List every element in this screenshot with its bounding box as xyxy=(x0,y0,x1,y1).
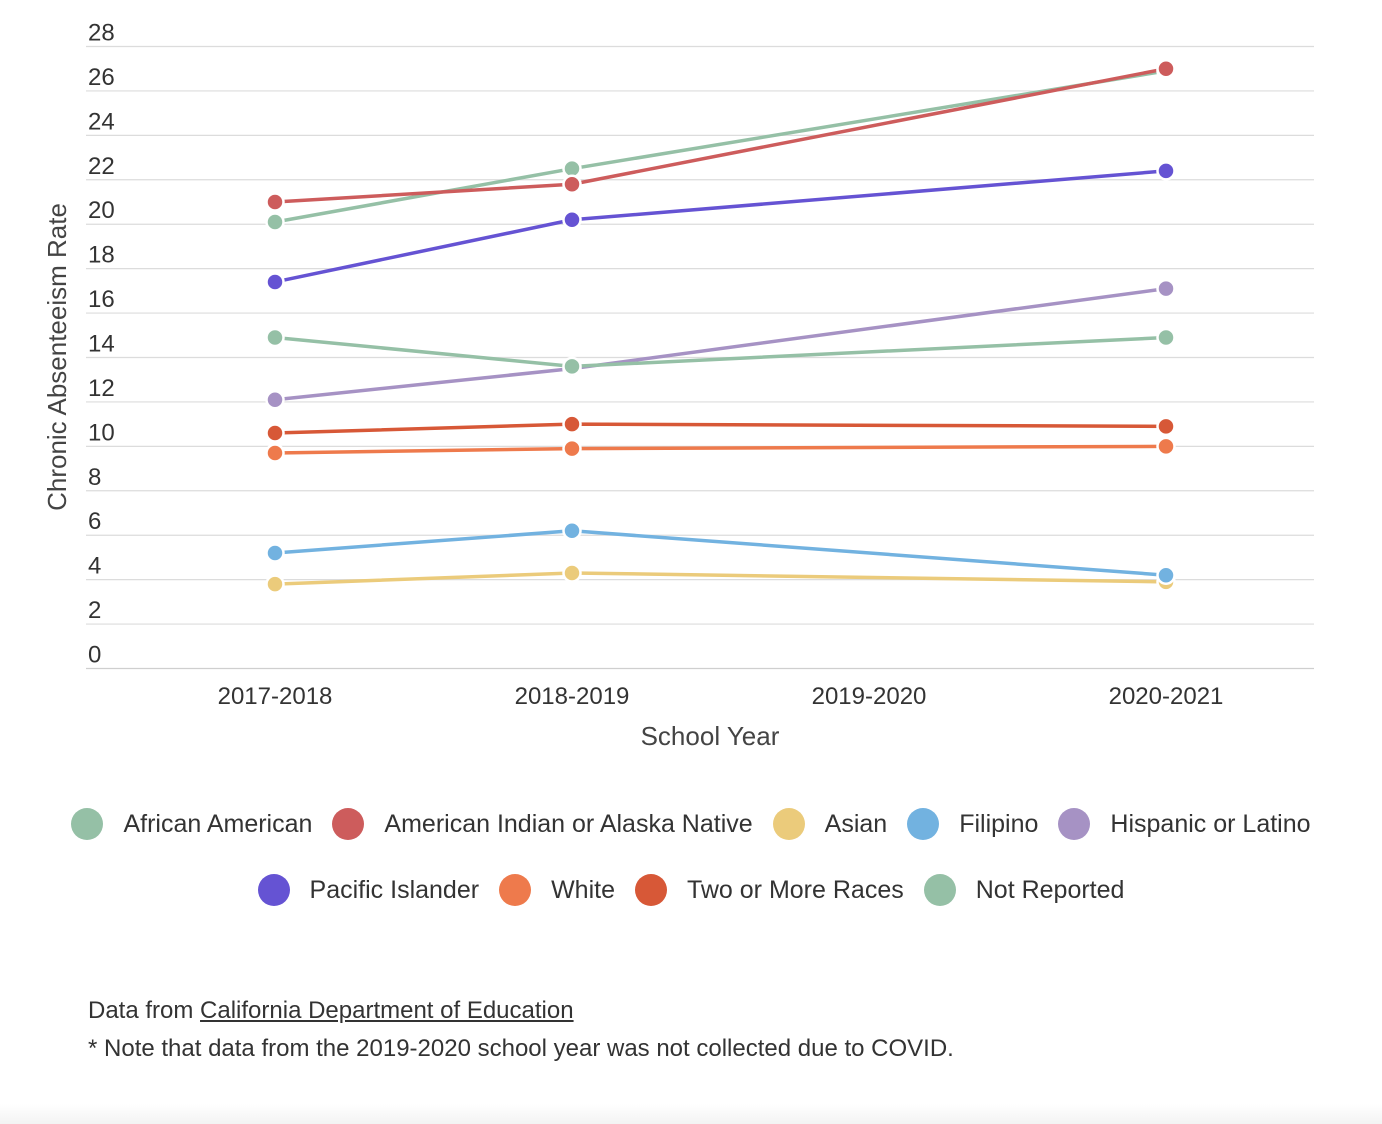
legend-label: Not Reported xyxy=(975,875,1125,904)
data-point-not-reported[interactable] xyxy=(1156,327,1176,348)
series-line-two-or-more-races xyxy=(274,422,1167,435)
y-tick-label: 0 xyxy=(88,642,101,669)
data-point-asian[interactable] xyxy=(265,574,285,594)
y-tick-label: 4 xyxy=(88,553,101,580)
legend-item-pacific-islander[interactable]: Pacific Islander xyxy=(257,874,480,906)
legend-item-african-american[interactable]: African American xyxy=(71,808,312,840)
series-points xyxy=(265,58,1176,594)
x-tick-label: 2019-2020 xyxy=(812,683,927,710)
legend-item-not-reported[interactable]: Not Reported xyxy=(923,874,1125,906)
y-tick-label: 12 xyxy=(88,375,115,402)
x-tick-label: 2017-2018 xyxy=(218,683,333,710)
data-point-american-indian-or-alaska-native[interactable] xyxy=(1156,58,1176,79)
legend-swatch-circle-icon xyxy=(923,874,956,906)
x-axis-ticks: 2017-2018 2018-2019 2019-2020 2020-2021 xyxy=(218,683,1224,710)
data-point-white[interactable] xyxy=(265,443,285,463)
data-point-pacific-islander[interactable] xyxy=(562,210,582,230)
x-tick-label: 2020-2021 xyxy=(1109,683,1224,710)
y-tick-label: 18 xyxy=(88,242,115,269)
x-tick-label: 2018-2019 xyxy=(515,683,630,710)
legend-row-2: Pacific Islander White Two or More Races… xyxy=(0,874,1382,906)
data-point-hispanic-or-latino[interactable] xyxy=(265,389,285,410)
source-link[interactable]: California Department of Education xyxy=(200,997,574,1024)
data-point-pacific-islander[interactable] xyxy=(265,272,285,292)
data-point-white[interactable] xyxy=(1156,436,1176,457)
series-line-asian xyxy=(274,571,1167,586)
data-point-white[interactable] xyxy=(562,438,582,459)
data-point-asian[interactable] xyxy=(562,563,582,583)
legend-swatch-circle-icon xyxy=(772,808,805,840)
legend-swatch-circle-icon xyxy=(71,808,104,840)
legend-label: Two or More Races xyxy=(686,875,904,904)
data-point-two-or-more-races[interactable] xyxy=(1156,416,1176,437)
legend-label: Filipino xyxy=(959,809,1039,838)
legend-label: Asian xyxy=(824,809,888,838)
legend-item-hispanic-or-latino[interactable]: Hispanic or Latino xyxy=(1058,808,1311,840)
y-tick-label: 8 xyxy=(88,464,101,491)
legend-label: African American xyxy=(123,809,313,838)
legend-swatch-circle-icon xyxy=(634,874,667,906)
legend-swatch-circle-icon xyxy=(907,808,940,840)
data-point-african-american[interactable] xyxy=(265,212,285,232)
series-line-not-reported xyxy=(274,335,1167,369)
legend-swatch-circle-icon xyxy=(332,808,365,840)
data-point-filipino[interactable] xyxy=(562,521,582,541)
data-point-hispanic-or-latino[interactable] xyxy=(1156,278,1176,299)
series-lines xyxy=(274,66,1167,586)
data-point-not-reported[interactable] xyxy=(562,356,582,377)
data-point-american-indian-or-alaska-native[interactable] xyxy=(562,174,582,194)
y-tick-label: 22 xyxy=(88,153,115,180)
data-point-filipino[interactable] xyxy=(265,543,285,563)
source-prefix: Data from xyxy=(88,997,201,1024)
bottom-divider xyxy=(0,1104,1382,1124)
data-point-filipino[interactable] xyxy=(1156,565,1176,585)
y-tick-label: 26 xyxy=(88,64,115,91)
data-point-american-indian-or-alaska-native[interactable] xyxy=(265,192,285,212)
legend-label: American Indian or Alaska Native xyxy=(384,809,753,838)
legend-swatch-circle-icon xyxy=(499,874,532,906)
series-line-pacific-islander xyxy=(274,169,1167,284)
series-line-filipino xyxy=(274,529,1167,577)
series-line-white xyxy=(274,444,1167,455)
legend-swatch-circle-icon xyxy=(257,874,290,906)
data-point-two-or-more-races[interactable] xyxy=(562,414,582,434)
y-tick-label: 28 xyxy=(88,20,115,47)
y-tick-label: 10 xyxy=(88,419,115,446)
legend-item-asian[interactable]: Asian xyxy=(772,808,888,840)
y-tick-label: 24 xyxy=(88,108,115,135)
data-point-two-or-more-races[interactable] xyxy=(265,423,285,443)
legend-item-american-indian-or-alaska-native[interactable]: American Indian or Alaska Native xyxy=(332,808,753,840)
y-tick-label: 16 xyxy=(88,286,115,313)
footer: Data from California Department of Educa… xyxy=(88,992,954,1068)
y-tick-label: 6 xyxy=(88,508,101,535)
legend-swatch-circle-icon xyxy=(1058,808,1091,840)
legend-label: Hispanic or Latino xyxy=(1110,809,1311,838)
legend-row-1: African American American Indian or Alas… xyxy=(0,808,1382,840)
legend-item-two-or-more-races[interactable]: Two or More Races xyxy=(634,874,904,906)
source-line: Data from California Department of Educa… xyxy=(88,992,954,1030)
y-axis-title: Chronic Absenteeism Rate xyxy=(42,203,72,511)
legend-item-filipino[interactable]: Filipino xyxy=(907,808,1038,840)
y-tick-label: 14 xyxy=(88,331,115,358)
legend-item-white[interactable]: White xyxy=(499,874,615,906)
covid-note: * Note that data from the 2019-2020 scho… xyxy=(88,1035,954,1062)
y-tick-label: 2 xyxy=(88,597,101,624)
legend-label: White xyxy=(551,875,615,904)
data-point-pacific-islander[interactable] xyxy=(1156,161,1176,181)
data-point-not-reported[interactable] xyxy=(265,327,285,348)
legend-label: Pacific Islander xyxy=(309,875,480,904)
y-tick-label: 20 xyxy=(88,197,115,224)
x-axis-title: School Year xyxy=(641,721,780,751)
